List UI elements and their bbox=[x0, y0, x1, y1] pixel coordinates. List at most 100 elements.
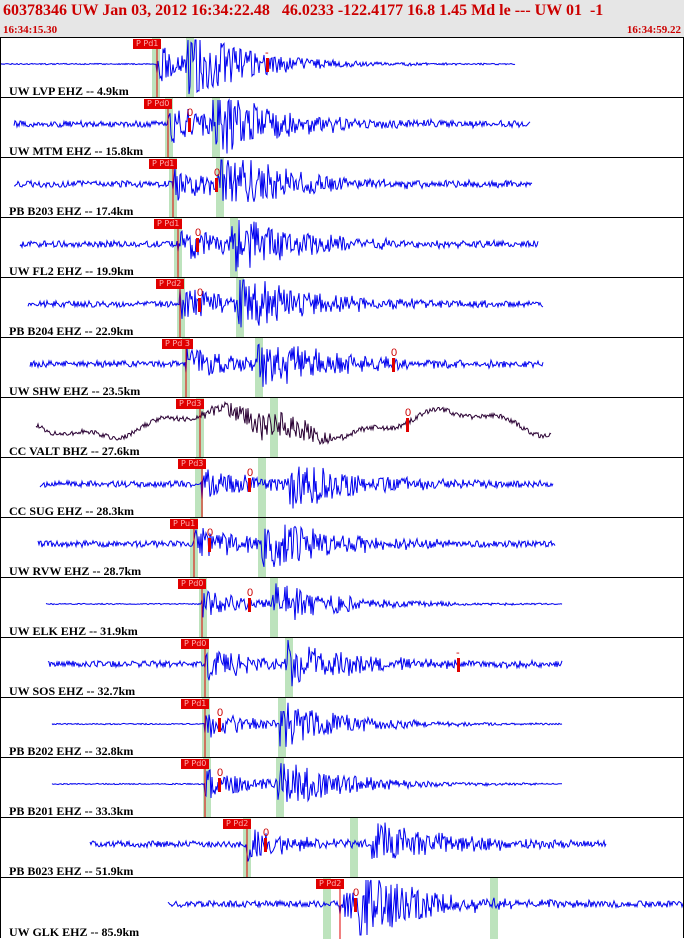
header-bar: 60378346 UW Jan 03, 2012 16:34:22.48 46.… bbox=[0, 0, 684, 37]
end-time: 16:34:59.22 bbox=[626, 24, 681, 36]
arrival-window bbox=[212, 98, 220, 158]
trace-panel: P Pd 3 0 UW SHW EHZ -- 23.5km bbox=[0, 337, 684, 398]
amplitude-label: 0 bbox=[207, 527, 214, 539]
left-border bbox=[0, 37, 1, 938]
waveform-trace bbox=[45, 583, 563, 621]
seismogram-svg bbox=[51, 758, 563, 818]
waveform-trace bbox=[51, 763, 563, 803]
station-label: UW SHW EHZ -- 23.5km bbox=[9, 384, 141, 398]
station-label: CC VALT BHZ -- 27.6km bbox=[9, 444, 140, 458]
seismogram-svg bbox=[45, 578, 563, 638]
pick-tag[interactable]: P Pd3 bbox=[178, 459, 207, 469]
amplitude-marker bbox=[248, 478, 251, 492]
trace-panel: P Pd2 0 PB B204 EHZ -- 22.9km bbox=[0, 277, 684, 338]
trace-panel: P Pd3 0 CC SUG EHZ -- 28.3km bbox=[0, 457, 684, 518]
amplitude-label: 0 bbox=[247, 467, 254, 479]
trace-panel: P Pd0 0 PB B201 EHZ -- 33.3km bbox=[0, 757, 684, 818]
station-label: PB B204 EHZ -- 22.9km bbox=[9, 324, 134, 338]
arrival-window bbox=[278, 698, 286, 758]
station-label: PB B201 EHZ -- 33.3km bbox=[9, 804, 134, 818]
amplitude-label: - bbox=[456, 647, 460, 659]
trace-panel: P Pd1 0 UW FL2 EHZ -- 19.9km bbox=[0, 217, 684, 278]
amplitude-marker bbox=[248, 598, 251, 612]
waveform-trace bbox=[39, 466, 554, 509]
amplitude-label: 0 bbox=[263, 827, 270, 839]
arrival-window bbox=[323, 878, 331, 939]
amplitude-marker bbox=[208, 538, 211, 552]
station-label: CC SUG EHZ -- 28.3km bbox=[9, 504, 135, 518]
amplitude-marker bbox=[218, 778, 221, 792]
amplitude-marker bbox=[406, 418, 409, 432]
arrival-window bbox=[165, 98, 173, 158]
pick-tag[interactable]: P Pd1 bbox=[154, 219, 183, 229]
pick-tag[interactable]: P Pd3 bbox=[176, 399, 205, 409]
waveform-trace bbox=[29, 343, 544, 387]
waveform-trace bbox=[13, 98, 531, 154]
waveform-trace bbox=[19, 219, 539, 272]
trace-panel: P Pd1 0 PB B203 EHZ -- 17.4km bbox=[0, 157, 684, 218]
trace-panel: P Pd0 - UW SOS EHZ -- 32.7km bbox=[0, 637, 684, 698]
amplitude-label: - bbox=[265, 47, 269, 59]
pick-tag[interactable]: P Pd1 bbox=[149, 159, 178, 169]
trace-panel: P Pd2 0 PB B023 EHZ -- 51.9km bbox=[0, 817, 684, 878]
pick-tag[interactable]: P Pd 3 bbox=[162, 339, 193, 349]
seismogram-svg bbox=[27, 278, 544, 338]
station-label: UW LVP EHZ -- 4.9km bbox=[9, 84, 129, 98]
seismogram-panels: P Pd1 - UW LVP EHZ -- 4.9km P Pd0 0 UW MTM EH… bbox=[0, 37, 684, 939]
amplitude-label: 0 bbox=[247, 587, 254, 599]
pick-tag[interactable]: P Pd1 bbox=[133, 39, 162, 49]
start-time: 16:34:15.30 bbox=[3, 24, 58, 36]
amplitude-marker bbox=[266, 58, 269, 72]
seismogram-svg bbox=[35, 398, 552, 458]
seismogram-svg bbox=[0, 38, 516, 98]
trace-panel: P Pd1 - UW LVP EHZ -- 4.9km bbox=[0, 37, 684, 98]
amplitude-marker bbox=[354, 898, 357, 912]
seismogram-svg bbox=[37, 518, 556, 578]
station-label: UW GLK EHZ -- 85.9km bbox=[9, 925, 140, 939]
waveform-trace bbox=[14, 159, 533, 203]
trace-panel: P Pd3 0 CC VALT BHZ -- 27.6km bbox=[0, 397, 684, 458]
waveform-trace bbox=[89, 822, 607, 862]
arrival-window bbox=[276, 758, 284, 818]
amplitude-label: 0 bbox=[217, 707, 224, 719]
station-label: UW ELK EHZ -- 31.9km bbox=[9, 624, 138, 638]
arrival-window bbox=[195, 458, 203, 518]
seismogram-svg bbox=[47, 638, 563, 698]
trace-panel: P Pd0 0 UW ELK EHZ -- 31.9km bbox=[0, 577, 684, 638]
amplitude-label: 0 bbox=[391, 347, 398, 359]
station-label: PB B023 EHZ -- 51.9km bbox=[9, 864, 134, 878]
pick-tag[interactable]: P Pd0 bbox=[144, 99, 173, 109]
seismogram-svg bbox=[29, 338, 544, 398]
waveform-trace bbox=[35, 400, 552, 446]
seismogram-svg bbox=[167, 878, 684, 939]
station-label: UW FL2 EHZ -- 19.9km bbox=[9, 264, 134, 278]
arrival-window bbox=[490, 878, 498, 939]
amplitude-marker bbox=[198, 298, 201, 312]
arrival-window bbox=[285, 638, 293, 698]
pick-tag[interactable]: P Pd1 bbox=[181, 699, 210, 709]
arrival-window bbox=[202, 698, 210, 758]
amplitude-marker bbox=[218, 718, 221, 732]
arrival-window bbox=[258, 458, 266, 518]
seismogram-svg bbox=[14, 158, 533, 218]
arrival-window bbox=[230, 218, 238, 278]
station-label: UW SOS EHZ -- 32.7km bbox=[9, 684, 136, 698]
pick-tag[interactable]: P Pu1 bbox=[170, 519, 199, 529]
pick-tag[interactable]: P Pd0 bbox=[178, 579, 207, 589]
waveform-trace bbox=[0, 39, 516, 95]
pick-tag[interactable]: P Pd2 bbox=[223, 819, 252, 829]
amplitude-label: 0 bbox=[405, 407, 412, 419]
seismogram-svg bbox=[13, 98, 531, 158]
amplitude-label: 0 bbox=[353, 887, 360, 899]
trace-panel: P Pd0 0 UW MTM EHZ -- 15.8km bbox=[0, 97, 684, 158]
amplitude-marker bbox=[457, 658, 460, 672]
waveform-trace bbox=[37, 524, 556, 568]
pick-tag[interactable]: P Pd2 bbox=[316, 879, 345, 889]
pick-tag[interactable]: P Pd0 bbox=[181, 759, 210, 769]
waveform-trace bbox=[51, 702, 563, 747]
station-label: UW RVW EHZ -- 28.7km bbox=[9, 564, 142, 578]
arrival-window bbox=[203, 758, 211, 818]
station-label: PB B203 EHZ -- 17.4km bbox=[9, 204, 134, 218]
pick-tag[interactable]: P Pd0 bbox=[181, 639, 210, 649]
pick-tag[interactable]: P Pd2 bbox=[156, 279, 185, 289]
